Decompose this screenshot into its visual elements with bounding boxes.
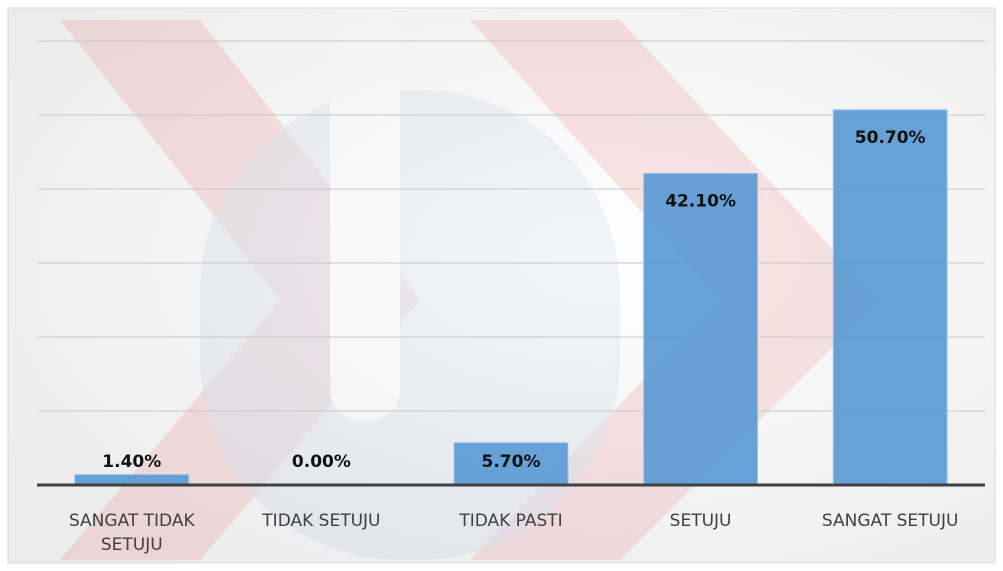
data-label: 1.40%	[102, 452, 161, 472]
data-label: 0.00%	[292, 452, 351, 472]
x-tick-label: TIDAK PASTI	[459, 511, 563, 531]
bar	[453, 442, 569, 486]
x-tick-label: TIDAK SETUJU	[262, 511, 381, 531]
bar	[74, 474, 190, 486]
x-tick-label: SANGAT TIDAK SETUJU	[68, 511, 195, 555]
bar	[832, 109, 948, 486]
data-label: 5.70%	[482, 452, 541, 472]
x-tick-label: SANGAT SETUJU	[821, 511, 959, 531]
data-label: 42.10%	[665, 191, 736, 211]
bar	[643, 172, 758, 486]
x-tick-label: SETUJU	[669, 511, 732, 531]
data-label: 50.70%	[855, 128, 926, 148]
